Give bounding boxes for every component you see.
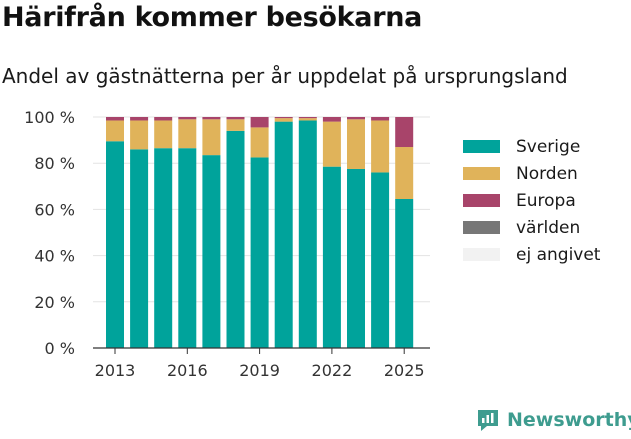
bar-segment-europa bbox=[274, 117, 293, 119]
bar-segment-norden bbox=[322, 121, 341, 167]
y-tick-label: 40 % bbox=[34, 247, 75, 266]
legend-label: världen bbox=[516, 217, 581, 238]
x-tick-label: 2019 bbox=[239, 361, 280, 380]
legend-item: Norden bbox=[463, 160, 600, 187]
bar-segment-norden bbox=[154, 120, 173, 149]
legend-label: Sverige bbox=[516, 136, 581, 157]
bar-segment-sverige bbox=[298, 120, 317, 348]
legend-label: Norden bbox=[516, 163, 578, 184]
legend-swatch bbox=[463, 194, 500, 207]
brand: Newsworthy bbox=[475, 407, 631, 433]
x-tick-label: 2013 bbox=[95, 361, 136, 380]
legend-swatch bbox=[463, 248, 500, 261]
bar-segment-europa bbox=[154, 117, 173, 121]
brand-name: Newsworthy bbox=[507, 409, 631, 431]
bar-segment-norden bbox=[226, 119, 245, 131]
x-tick-label: 2022 bbox=[312, 361, 353, 380]
x-tick-label: 2016 bbox=[167, 361, 208, 380]
bar-segment-sverige bbox=[178, 148, 197, 348]
legend-swatch bbox=[463, 221, 500, 234]
bar-segment-europa bbox=[371, 117, 390, 121]
bar-segment-europa bbox=[178, 117, 197, 120]
bar-segment-norden bbox=[371, 120, 390, 173]
bar-segment-sverige bbox=[322, 166, 341, 348]
legend-swatch bbox=[463, 140, 500, 153]
bar-segment-sverige bbox=[202, 155, 221, 348]
legend-item: Europa bbox=[463, 187, 600, 214]
chart-legend: Sverige Norden Europa världen ej angivet bbox=[463, 133, 600, 268]
bar-segment-europa bbox=[298, 117, 317, 119]
bar-segment-norden bbox=[130, 120, 149, 150]
bar-segment-sverige bbox=[395, 199, 414, 348]
y-tick-label: 0 % bbox=[45, 339, 75, 358]
y-tick-label: 20 % bbox=[34, 293, 75, 312]
newsworthy-logo-icon bbox=[478, 410, 498, 431]
bar-segment-europa bbox=[106, 117, 124, 121]
bar-segment-norden bbox=[106, 120, 124, 142]
bar-segment-sverige bbox=[371, 172, 390, 348]
bar-segment-norden bbox=[202, 119, 221, 156]
bar-segment-norden bbox=[178, 119, 197, 149]
bar-segment-norden bbox=[347, 119, 365, 169]
legend-item: Sverige bbox=[463, 133, 600, 160]
bar-segment-sverige bbox=[106, 141, 124, 348]
y-tick-label: 60 % bbox=[34, 200, 75, 219]
chart-subtitle: Andel av gästnätterna per år uppdelat på… bbox=[2, 64, 568, 88]
bar-segment-europa bbox=[202, 117, 221, 120]
bar-segment-norden bbox=[298, 118, 317, 121]
bar-segment-sverige bbox=[226, 130, 245, 348]
bar-segment-sverige bbox=[347, 168, 365, 348]
bar-segment-europa bbox=[130, 117, 149, 121]
bar-segment-norden bbox=[395, 147, 414, 199]
bar-segment-norden bbox=[250, 127, 269, 158]
bar-segment-europa bbox=[250, 117, 269, 128]
bar-segment-europa bbox=[226, 117, 245, 120]
bar-segment-norden bbox=[274, 118, 293, 122]
y-tick-label: 80 % bbox=[34, 154, 75, 173]
bar-segment-europa bbox=[322, 117, 341, 122]
bar-segment-sverige bbox=[130, 149, 149, 348]
legend-item: ej angivet bbox=[463, 241, 600, 268]
legend-swatch bbox=[463, 167, 500, 180]
bar-segment-sverige bbox=[250, 157, 269, 348]
bar-segment-europa bbox=[395, 117, 414, 148]
legend-label: Europa bbox=[516, 190, 576, 211]
bar-segment-sverige bbox=[154, 148, 173, 348]
y-tick-label: 100 % bbox=[24, 108, 75, 127]
x-tick-label: 2025 bbox=[384, 361, 425, 380]
legend-item: världen bbox=[463, 214, 600, 241]
legend-label: ej angivet bbox=[516, 244, 601, 265]
chart-title: Härifrån kommer besökarna bbox=[2, 2, 423, 33]
bar-segment-sverige bbox=[274, 121, 293, 349]
bar-segment-europa bbox=[347, 117, 365, 120]
